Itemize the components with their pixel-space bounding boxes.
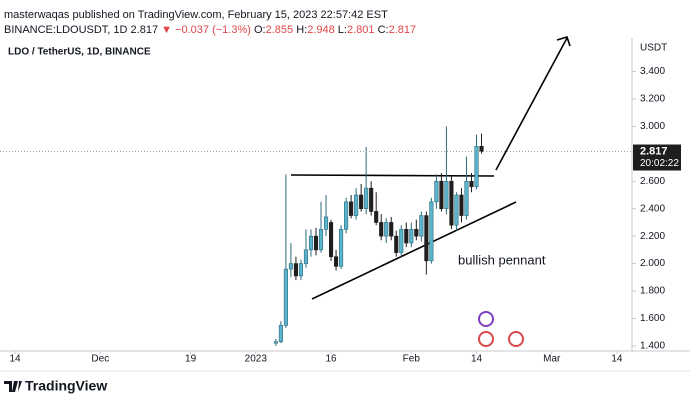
candle-body: [349, 201, 354, 216]
candle-body: [379, 222, 384, 237]
logo-icon: [4, 381, 22, 392]
candle-body: [344, 201, 349, 230]
y-tick-label: 3.000: [640, 121, 665, 132]
candle-body: [429, 201, 434, 262]
candle-body: [419, 215, 424, 237]
arrow-head: [556, 36, 571, 47]
h-value: 2.948: [307, 24, 335, 36]
symbol: BINANCE:LDOUSDT, 1D: [4, 24, 128, 36]
last: 2.817: [131, 24, 159, 36]
candle-body: [399, 228, 404, 253]
candle-body: [474, 146, 479, 188]
y-tick-label: 1.400: [640, 341, 665, 352]
x-tick-label: 19: [185, 354, 197, 365]
h-label: H:: [296, 24, 307, 36]
candle-body: [454, 194, 459, 226]
c-label: C:: [378, 24, 389, 36]
y-tick-label: 3.200: [640, 94, 665, 105]
o-value: 2.855: [266, 24, 294, 36]
c-value: 2.817: [389, 24, 417, 36]
candle-body: [359, 194, 364, 210]
y-tick-label: 2.400: [640, 203, 665, 214]
candle-body: [424, 215, 429, 262]
logo-text: TradingView: [25, 378, 107, 394]
x-tick-label: Feb: [403, 354, 421, 365]
y-tick-label: 2.200: [640, 231, 665, 242]
y-tick-label: 2.600: [640, 176, 665, 187]
candle-body: [273, 341, 278, 344]
quote-line: BINANCE:LDOUSDT, 1D 2.817 ▼ −0.037 (−1.3…: [4, 24, 416, 36]
x-tick-label: 14: [611, 354, 623, 365]
publish-line: masterwaqas published on TradingView.com…: [4, 9, 388, 21]
candle-body: [278, 325, 283, 343]
candle-body: [369, 187, 374, 212]
candle-body: [334, 256, 339, 267]
x-tick-label: 2023: [245, 354, 268, 365]
change: ▼ −0.037 (−1.3%): [161, 24, 251, 36]
candle-body: [374, 211, 379, 223]
chart-title: LDO / TetherUS, 1D, BINANCE: [8, 47, 151, 58]
candle-body: [318, 228, 324, 251]
event-icon[interactable]: [478, 311, 494, 327]
candle-body: [389, 222, 394, 237]
arrow-line: [495, 37, 568, 171]
x-tick-label: 14: [471, 354, 483, 365]
countdown: 20:02:22: [640, 158, 679, 169]
candle-body: [479, 146, 484, 152]
pennant-top: [290, 174, 495, 177]
candle-body: [323, 216, 329, 230]
y-tick-label: 1.800: [640, 286, 665, 297]
candle-body: [298, 263, 304, 277]
candle-body: [303, 249, 309, 264]
o-label: O:: [254, 24, 266, 36]
candle-body: [439, 180, 444, 210]
candle-body: [339, 228, 344, 267]
l-label: L:: [338, 24, 347, 36]
candle-body: [434, 180, 439, 203]
last-price-label: 2.817: [640, 145, 668, 157]
event-icon[interactable]: [508, 331, 524, 347]
candle-body: [449, 180, 454, 226]
x-tick-label: Mar: [543, 354, 561, 365]
candle-body: [308, 235, 314, 251]
y-tick-label: 1.600: [640, 313, 665, 324]
candle-body: [313, 235, 319, 251]
candle-body: [384, 222, 389, 237]
candle-body: [293, 263, 298, 277]
x-tick-label: 16: [325, 354, 337, 365]
pennant-bottom: [311, 201, 517, 300]
axis-unit: USDT: [640, 43, 667, 54]
candle-body: [459, 194, 464, 216]
x-tick-label: 14: [9, 354, 21, 365]
candle-body: [469, 180, 474, 188]
x-tick-label: Dec: [91, 354, 109, 365]
candle-body: [409, 228, 414, 244]
candle-body: [394, 235, 399, 253]
last-price-box: [633, 144, 681, 171]
candle-body: [404, 228, 409, 244]
candle-body: [444, 180, 449, 210]
candle-body: [283, 268, 288, 326]
candle-body: [364, 187, 369, 210]
y-tick-label: 3.400: [640, 66, 665, 77]
y-tick-label: 2.000: [640, 258, 665, 269]
candle-body: [288, 263, 293, 270]
candle-body: [464, 180, 469, 216]
candle-body: [328, 222, 334, 258]
l-value: 2.801: [347, 24, 375, 36]
event-icon[interactable]: [478, 331, 494, 347]
candle-body: [354, 194, 359, 216]
logo: TradingView: [4, 378, 107, 394]
annotation: bullish pennant: [458, 252, 546, 267]
candle-body: [414, 228, 419, 237]
